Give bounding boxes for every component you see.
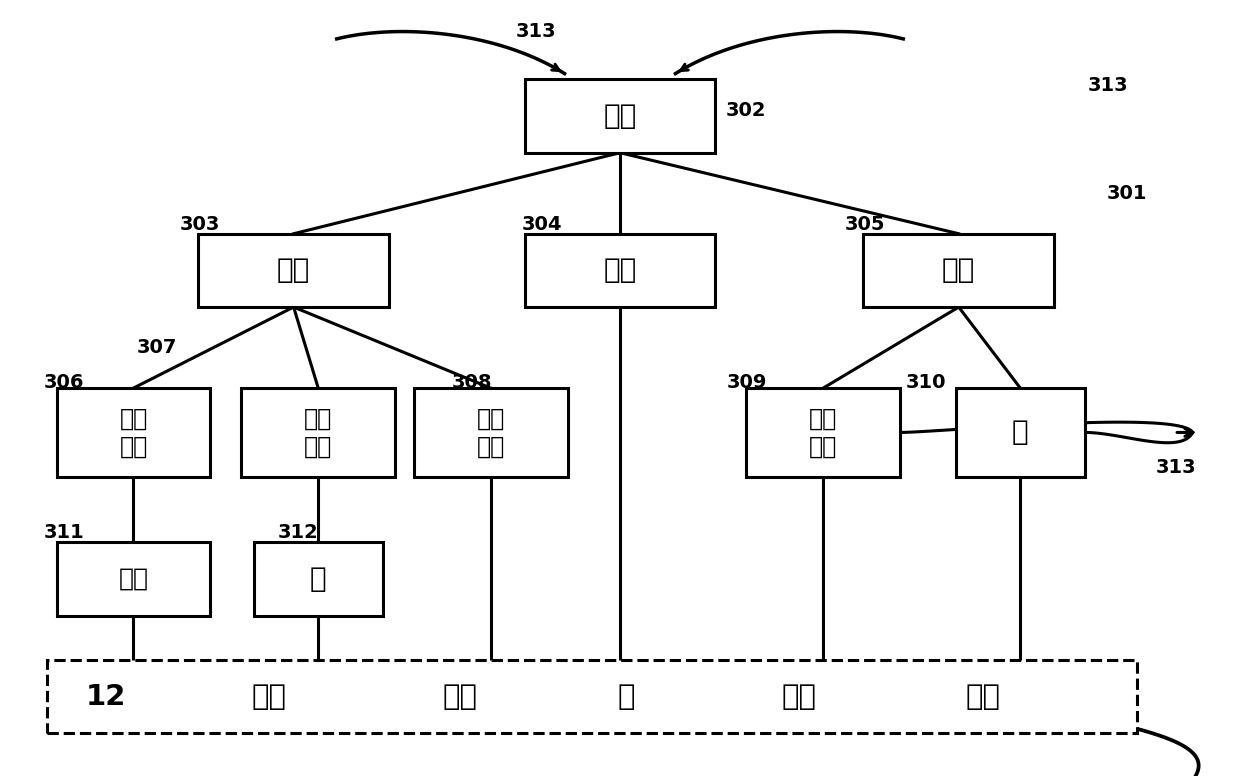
Text: 307: 307 [138,338,177,357]
Text: 街道
类型: 街道 类型 [476,406,505,459]
Text: 309: 309 [727,373,768,392]
Text: 301: 301 [1106,184,1147,203]
Text: 313: 313 [516,22,556,41]
Text: 街道: 街道 [443,682,477,711]
Text: 302: 302 [725,101,766,120]
Text: 地理
术语: 地理 术语 [808,406,837,459]
FancyBboxPatch shape [47,660,1137,733]
Text: 310: 310 [906,373,946,392]
Text: 皮特: 皮特 [252,682,286,711]
FancyBboxPatch shape [746,388,900,477]
Text: 地址: 地址 [604,102,636,130]
Text: 字: 字 [310,565,326,593]
Text: 北部: 北部 [781,682,816,711]
Text: 逗号: 逗号 [604,257,636,285]
Text: ，: ， [618,682,635,711]
FancyBboxPatch shape [57,542,211,615]
Text: 街道: 街道 [277,257,310,285]
Text: 312: 312 [278,523,319,542]
FancyBboxPatch shape [253,542,383,615]
Text: 304: 304 [522,215,562,233]
Text: 悉尼: 悉尼 [966,682,1001,711]
Text: 12: 12 [87,682,126,711]
FancyBboxPatch shape [198,234,389,307]
FancyBboxPatch shape [57,388,211,477]
FancyBboxPatch shape [242,388,396,477]
Text: 街道
名称: 街道 名称 [304,406,332,459]
Text: 306: 306 [43,373,84,392]
Text: 308: 308 [451,373,492,392]
FancyBboxPatch shape [414,388,568,477]
Text: 字: 字 [1012,418,1029,446]
FancyBboxPatch shape [863,234,1054,307]
Text: 311: 311 [43,523,84,542]
Text: 街道
号码: 街道 号码 [119,406,148,459]
Text: 303: 303 [180,215,219,233]
Text: 305: 305 [844,215,885,233]
Text: 号码: 号码 [119,567,149,591]
Text: 313: 313 [1087,76,1128,94]
FancyBboxPatch shape [956,388,1085,477]
FancyBboxPatch shape [525,80,715,153]
Text: 城镇: 城镇 [942,257,976,285]
FancyBboxPatch shape [525,234,715,307]
Text: 313: 313 [1156,458,1197,477]
